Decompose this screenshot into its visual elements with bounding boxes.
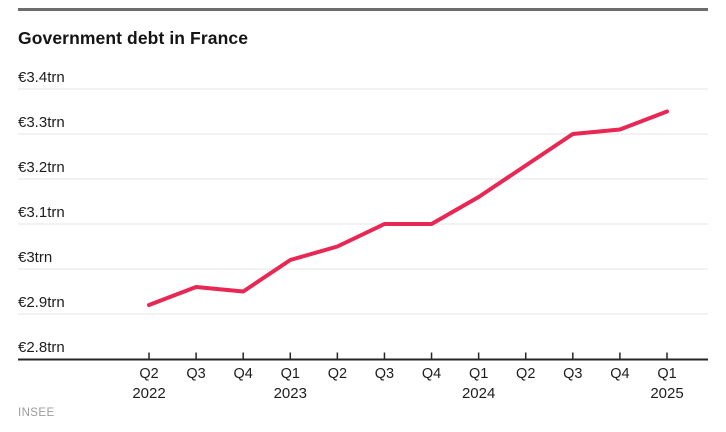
y-tick-label: €2.8trn <box>18 339 65 356</box>
x-year-label: 2024 <box>462 385 495 402</box>
y-tick-label: €3.2trn <box>18 159 65 176</box>
x-tick-label: Q3 <box>186 366 205 382</box>
x-tick-label: Q1 <box>281 366 300 382</box>
source-label: INSEE <box>18 407 55 419</box>
top-rule <box>18 8 708 11</box>
x-tick-label: Q1 <box>657 366 676 382</box>
y-tick-label: €3.4trn <box>18 69 65 86</box>
x-year-label: 2022 <box>132 385 165 402</box>
y-tick-label: €2.9trn <box>18 294 65 311</box>
x-tick-label: Q4 <box>610 366 629 382</box>
x-year-label: 2023 <box>274 385 307 402</box>
x-tick-label: Q2 <box>328 366 347 382</box>
x-tick-label: Q2 <box>139 366 158 382</box>
x-tick-label: Q3 <box>375 366 394 382</box>
x-tick-label: Q1 <box>469 366 488 382</box>
y-tick-label: €3.1trn <box>18 204 65 221</box>
y-tick-label: €3trn <box>18 249 52 266</box>
y-tick-label: €3.3trn <box>18 114 65 131</box>
debt-line-series <box>147 109 669 307</box>
x-tick-label: Q3 <box>563 366 582 382</box>
x-tick-label: Q4 <box>422 366 441 382</box>
x-tick-label: Q4 <box>234 366 253 382</box>
x-tick-label: Q2 <box>516 366 535 382</box>
x-year-label: 2025 <box>650 385 683 402</box>
chart-title: Government debt in France <box>18 28 249 48</box>
